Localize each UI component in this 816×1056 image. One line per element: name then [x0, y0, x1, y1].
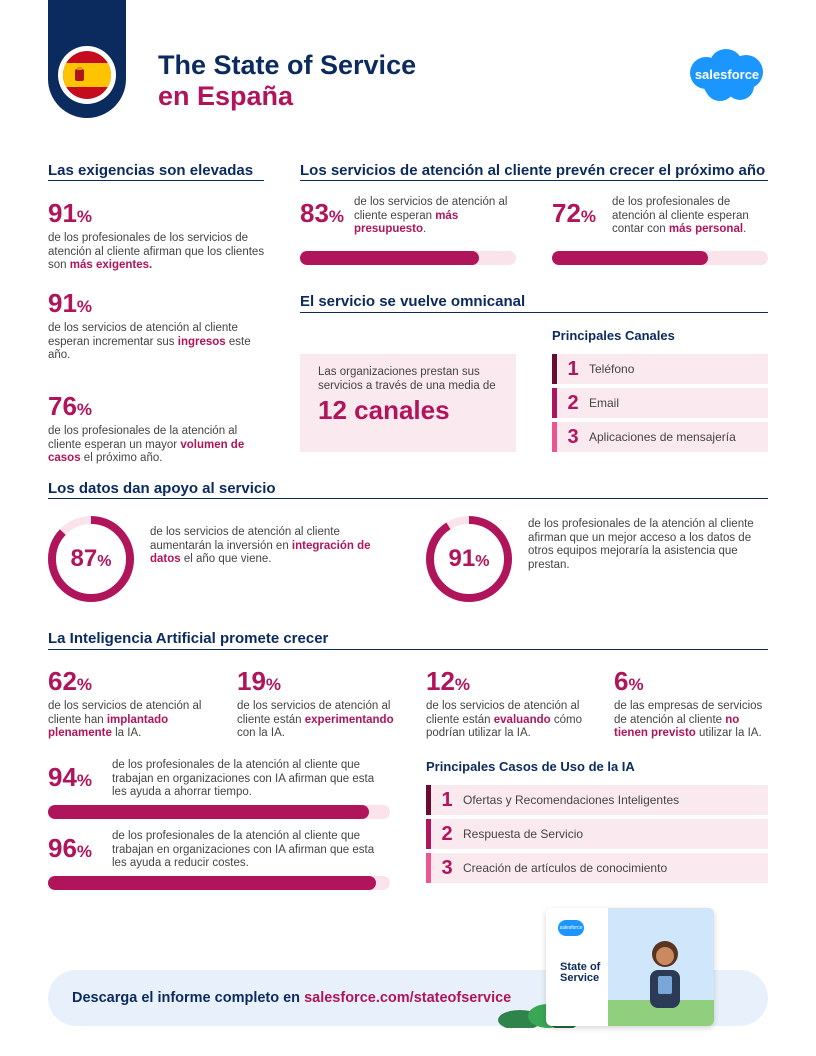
- report-link[interactable]: salesforce.com/stateofservice: [304, 990, 512, 1006]
- stat-text: de los servicios de atención al cliente …: [48, 322, 251, 361]
- ai-adoption-stat-1: 62% de los servicios de atención al clie…: [48, 668, 208, 741]
- ai-benefit-1-value: 94%: [48, 762, 93, 792]
- omni-section-title: El servicio se vuelve omnicanal: [300, 293, 526, 310]
- omni-divider: [300, 312, 768, 313]
- stat-value: 83%: [300, 198, 345, 228]
- stat-text: de los profesionales de los servicios de…: [48, 232, 265, 271]
- stat-text: de los profesionales de atención al clie…: [612, 196, 749, 235]
- stat-text: de los servicios de atención al cliente …: [426, 700, 582, 739]
- use-case-item-3: 3 Creación de artículos de conocimiento: [426, 853, 768, 883]
- cta-text: Descarga el informe completo en: [72, 990, 305, 1006]
- use-case-item-2: 2 Respuesta de Servicio: [426, 819, 768, 849]
- data-ring-1: 87%: [46, 514, 136, 604]
- channels-summary-box: Las organizaciones prestan sus servicios…: [300, 354, 516, 452]
- channel-item-1: 1 Teléfono: [552, 354, 768, 384]
- progress-fill: [48, 876, 377, 890]
- channel-item-2: 2 Email: [552, 388, 768, 418]
- stat-value: 91%: [48, 198, 93, 228]
- ai-section-title: La Inteligencia Artificial promete crece…: [48, 630, 329, 647]
- stat-text: de los servicios de atención al cliente …: [354, 196, 508, 235]
- page-title-line1: The State of Service: [158, 50, 417, 80]
- channels-summary-value: 12 canales: [318, 395, 450, 425]
- ring-value: 87%: [70, 545, 112, 572]
- channel-label: Aplicaciones de mensajería: [589, 430, 736, 444]
- use-case-label: Respuesta de Servicio: [463, 827, 584, 841]
- ai-benefit-1-bar: [48, 805, 390, 819]
- use-case-rank: 2: [441, 822, 453, 845]
- use-case-item-1: 1 Ofertas y Recomendaciones Inteligentes: [426, 785, 768, 815]
- stat-value: 91%: [48, 288, 93, 318]
- stat-value: 62%: [48, 666, 93, 696]
- ai-divider: [48, 649, 768, 650]
- stat-text: de las empresas de servicios de atención…: [614, 700, 763, 739]
- channels-list-title: Principales Canales: [552, 328, 675, 343]
- channel-label: Teléfono: [589, 362, 635, 376]
- download-cta[interactable]: Descarga el informe completo en salesfor…: [72, 990, 511, 1006]
- use-case-label: Ofertas y Recomendaciones Inteligentes: [463, 793, 680, 807]
- growth-divider: [300, 180, 768, 181]
- ai-benefit-2-bar: [48, 876, 390, 890]
- data-stat-1-text: de los servicios de atención al cliente …: [150, 526, 371, 565]
- stat-text: de los servicios de atención al cliente …: [237, 700, 394, 739]
- demands-section-title: Las exigencias son elevadas: [48, 162, 254, 179]
- demands-divider: [48, 180, 264, 181]
- use-case-rank: 3: [441, 856, 453, 879]
- cover-person-icon: [640, 938, 690, 1008]
- brand-name: salesforce: [694, 67, 760, 82]
- use-case-rank-marker: [426, 853, 431, 883]
- data-divider: [48, 498, 768, 499]
- data-ring-2: 91%: [424, 514, 514, 604]
- salesforce-cloud-icon: [690, 49, 763, 101]
- use-cases-title: Principales Casos de Uso de la IA: [426, 759, 635, 774]
- channel-rank: 2: [567, 391, 579, 414]
- channel-item-3: 3 Aplicaciones de mensajería: [552, 422, 768, 452]
- data-stat-2-text: de los profesionales de la atención al c…: [528, 518, 754, 571]
- channel-rank-marker: [552, 354, 557, 384]
- ai-adoption-stat-4: 6% de las empresas de servicios de atenc…: [614, 668, 764, 741]
- growth-progress-bar-2: [552, 251, 768, 265]
- ai-adoption-stat-2: 19% de los servicios de atención al clie…: [237, 668, 397, 741]
- stat-value: 76%: [48, 391, 93, 421]
- ring-value: 91%: [448, 545, 490, 572]
- stat-text: de los profesionales de la atención al c…: [48, 425, 245, 464]
- growth-progress-bar-1: [300, 251, 516, 265]
- demand-stat-3: 76% de los profesionales de la atención …: [48, 393, 266, 466]
- spain-flag-icon: [58, 46, 116, 104]
- growth-section-title: Los servicios de atención al cliente pre…: [300, 162, 766, 179]
- stat-value: 72%: [552, 198, 597, 228]
- channel-rank: 3: [567, 425, 579, 448]
- channel-label: Email: [589, 396, 620, 410]
- use-case-rank-marker: [426, 785, 431, 815]
- cover-title: State of Service: [560, 961, 601, 984]
- stat-value: 6%: [614, 666, 644, 696]
- channel-rank-marker: [552, 388, 557, 418]
- data-section-title: Los datos dan apoyo al servicio: [48, 480, 276, 497]
- ai-benefit-2-text: de los profesionales de la atención al c…: [112, 830, 375, 869]
- page-title-line2: en España: [158, 81, 294, 111]
- stat-value: 19%: [237, 666, 282, 696]
- channel-rank: 1: [567, 357, 579, 380]
- salesforce-logo[interactable]: salesforce: [684, 46, 770, 106]
- use-case-rank-marker: [426, 819, 431, 849]
- progress-fill: [48, 805, 370, 819]
- ai-benefit-2-value: 96%: [48, 833, 93, 863]
- channels-summary-text: Las organizaciones prestan sus servicios…: [318, 366, 496, 392]
- cover-brand-badge: salesforce: [558, 920, 584, 936]
- ai-benefit-1-text: de los profesionales de la atención al c…: [112, 759, 375, 798]
- report-cover-image[interactable]: salesforce State of Service: [546, 908, 714, 1026]
- use-case-label: Creación de artículos de conocimiento: [463, 861, 668, 875]
- stat-text: de los servicios de atención al cliente …: [48, 700, 202, 739]
- demand-stat-1: 91% de los profesionales de los servicio…: [48, 200, 266, 273]
- demand-stat-2: 91% de los servicios de atención al clie…: [48, 290, 266, 363]
- use-case-rank: 1: [441, 788, 453, 811]
- progress-fill: [552, 251, 708, 265]
- ai-adoption-stat-3: 12% de los servicios de atención al clie…: [426, 668, 586, 741]
- channel-rank-marker: [552, 422, 557, 452]
- stat-value: 12%: [426, 666, 471, 696]
- progress-fill: [300, 251, 480, 265]
